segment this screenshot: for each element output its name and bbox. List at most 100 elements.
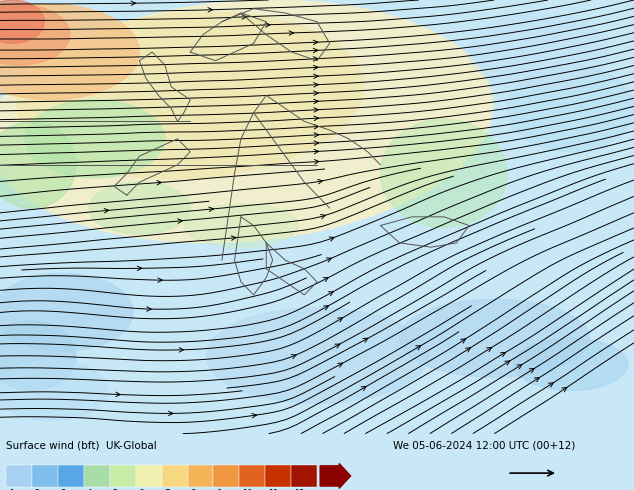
Text: 3: 3 xyxy=(61,489,66,490)
FancyArrowPatch shape xyxy=(313,57,318,61)
Bar xyxy=(110,465,136,487)
FancyArrowPatch shape xyxy=(314,99,318,104)
Bar xyxy=(188,465,214,487)
FancyArrowPatch shape xyxy=(562,388,567,392)
FancyArrowPatch shape xyxy=(314,116,318,121)
Bar xyxy=(58,465,84,487)
FancyArrowPatch shape xyxy=(291,355,296,359)
FancyArrowPatch shape xyxy=(266,23,270,27)
Bar xyxy=(214,465,239,487)
FancyArrowPatch shape xyxy=(534,378,540,382)
Ellipse shape xyxy=(206,308,428,403)
FancyArrowPatch shape xyxy=(314,141,318,146)
FancyArrowPatch shape xyxy=(242,15,247,19)
Ellipse shape xyxy=(16,12,364,179)
Text: 2: 2 xyxy=(35,489,40,490)
Ellipse shape xyxy=(0,4,70,65)
Text: Surface wind (bft)  UK-Global: Surface wind (bft) UK-Global xyxy=(6,441,157,450)
FancyArrowPatch shape xyxy=(505,361,510,365)
FancyArrowPatch shape xyxy=(252,414,257,418)
FancyArrowPatch shape xyxy=(208,8,212,12)
Bar xyxy=(240,465,265,487)
FancyArrowPatch shape xyxy=(548,383,553,387)
FancyArrowPatch shape xyxy=(318,179,323,184)
FancyArrowPatch shape xyxy=(314,91,318,96)
FancyArrowPatch shape xyxy=(314,124,319,129)
FancyArrowPatch shape xyxy=(465,348,470,352)
Bar xyxy=(265,465,291,487)
Ellipse shape xyxy=(89,182,190,234)
FancyArrowPatch shape xyxy=(338,363,342,367)
FancyArrowPatch shape xyxy=(529,368,534,373)
FancyArrowPatch shape xyxy=(158,278,162,282)
Text: 11: 11 xyxy=(268,489,278,490)
FancyArrowPatch shape xyxy=(138,266,142,270)
Text: 1: 1 xyxy=(9,489,14,490)
FancyArrowPatch shape xyxy=(313,40,318,45)
FancyArrowPatch shape xyxy=(314,160,319,164)
FancyArrowPatch shape xyxy=(209,207,214,212)
FancyArrowPatch shape xyxy=(329,237,334,241)
Text: 6: 6 xyxy=(138,489,144,490)
Text: 10: 10 xyxy=(242,489,252,490)
Text: 4: 4 xyxy=(87,489,92,490)
FancyArrowPatch shape xyxy=(517,365,522,369)
Ellipse shape xyxy=(399,299,590,377)
Ellipse shape xyxy=(380,119,507,228)
FancyArrowPatch shape xyxy=(461,339,465,343)
Ellipse shape xyxy=(0,273,133,351)
Text: 8: 8 xyxy=(190,489,195,490)
Ellipse shape xyxy=(0,0,44,44)
Text: 9: 9 xyxy=(216,489,221,490)
Bar xyxy=(6,465,32,487)
Text: We 05-06-2024 12:00 UTC (00+12): We 05-06-2024 12:00 UTC (00+12) xyxy=(393,441,576,450)
FancyArrowPatch shape xyxy=(289,31,294,35)
FancyArrowPatch shape xyxy=(320,215,325,219)
FancyArrowPatch shape xyxy=(361,387,366,391)
Ellipse shape xyxy=(469,13,609,91)
FancyArrowPatch shape xyxy=(178,219,183,223)
FancyArrowPatch shape xyxy=(169,411,173,416)
FancyArrowPatch shape xyxy=(157,180,162,185)
Text: 7: 7 xyxy=(164,489,170,490)
Ellipse shape xyxy=(0,360,108,420)
Text: 5: 5 xyxy=(112,489,118,490)
Bar xyxy=(291,465,317,487)
Ellipse shape xyxy=(25,100,165,178)
FancyArrowPatch shape xyxy=(314,108,318,112)
FancyArrowPatch shape xyxy=(416,345,421,350)
FancyArrowPatch shape xyxy=(327,258,332,262)
FancyArrowPatch shape xyxy=(313,65,318,70)
Ellipse shape xyxy=(507,65,634,152)
FancyArrowPatch shape xyxy=(314,133,319,137)
FancyArrowPatch shape xyxy=(116,392,120,396)
Text: 12: 12 xyxy=(294,489,304,490)
FancyArrowPatch shape xyxy=(146,307,151,311)
FancyArrowPatch shape xyxy=(313,49,318,53)
Ellipse shape xyxy=(184,204,298,247)
Ellipse shape xyxy=(0,0,493,243)
FancyArrowPatch shape xyxy=(314,83,318,87)
FancyArrowPatch shape xyxy=(500,352,505,357)
Ellipse shape xyxy=(0,321,76,390)
FancyArrowPatch shape xyxy=(363,338,368,343)
FancyArrowPatch shape xyxy=(131,1,136,5)
FancyArrowPatch shape xyxy=(487,347,491,352)
Ellipse shape xyxy=(514,338,628,390)
FancyArrowPatch shape xyxy=(328,292,333,296)
FancyArrow shape xyxy=(320,464,351,489)
Bar xyxy=(32,465,58,487)
FancyArrowPatch shape xyxy=(323,306,328,310)
FancyArrowPatch shape xyxy=(314,74,318,78)
FancyArrowPatch shape xyxy=(231,236,236,240)
Bar xyxy=(162,465,188,487)
Ellipse shape xyxy=(0,4,139,100)
FancyArrowPatch shape xyxy=(338,318,342,322)
FancyArrowPatch shape xyxy=(314,149,319,154)
Bar xyxy=(84,465,110,487)
Bar xyxy=(136,465,162,487)
Ellipse shape xyxy=(0,122,76,208)
FancyArrowPatch shape xyxy=(104,209,109,213)
FancyArrowPatch shape xyxy=(179,348,184,352)
FancyArrowPatch shape xyxy=(335,344,340,348)
